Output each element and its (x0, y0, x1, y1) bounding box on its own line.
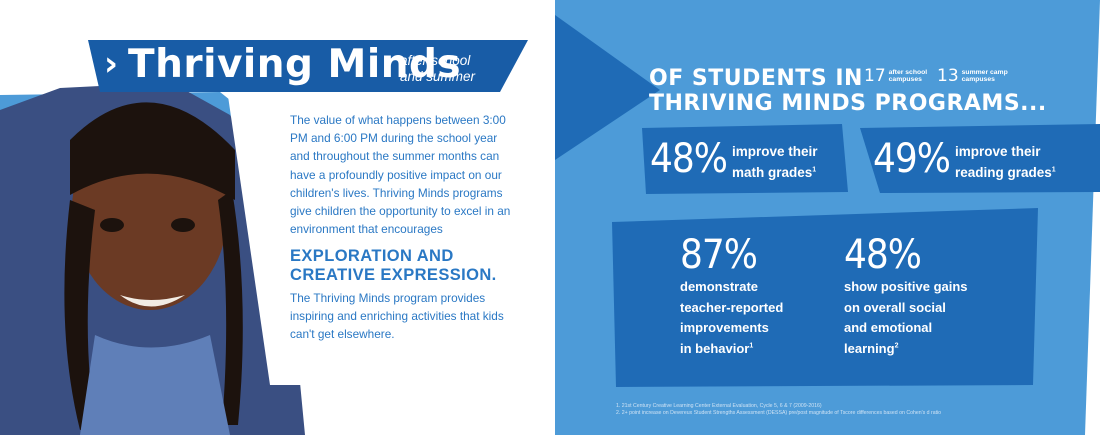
stat-value-social-emotional: 48% (844, 232, 922, 278)
stat-value-math: 48% (650, 136, 728, 182)
stat-label-text: in behavior (680, 340, 750, 356)
footnote-marker: 2 (894, 342, 899, 350)
stat-label-line: and emotional (844, 320, 933, 335)
stat-label-social-emotional: show positive gains on overall social an… (844, 277, 968, 359)
stat-label-text: learning (844, 340, 895, 356)
campus-label-line: after school (888, 69, 928, 76)
stat-label-line: math grades1 (732, 162, 818, 183)
stat-label-line: demonstrate (680, 279, 759, 294)
footnote-marker: 1 (749, 342, 754, 350)
campus-number: 13 (937, 66, 959, 86)
child-photo (0, 85, 305, 435)
footnote-marker: 1 (812, 166, 817, 174)
highlight-line: CREATIVE EXPRESSION. (290, 266, 497, 284)
campus-label: after school campuses (889, 69, 928, 83)
campus-count-after-school: 17 after school campuses (864, 66, 927, 86)
title-banner (88, 40, 528, 92)
intro-paragraph-2: The Thriving Minds program provides insp… (290, 291, 504, 342)
stat-label-line: teacher-reported (680, 299, 784, 315)
stat-label-line: in behavior1 (680, 339, 783, 360)
subtitle-line: after-school (400, 53, 471, 68)
campus-label: summer camp campuses (962, 69, 1008, 83)
stat-label-line: on overall social (844, 299, 946, 315)
stat-label-math: improve their math grades1 (732, 141, 818, 183)
title-arrow-icon: › (104, 44, 119, 84)
highlight-line: EXPLORATION AND (290, 247, 454, 265)
stats-heading-line: THRIVING MINDS PROGRAMS... (649, 91, 1047, 116)
stat-label-line: improve their (732, 144, 818, 159)
stat-label-reading: improve their reading grades1 (955, 141, 1056, 183)
page-subtitle: after-school and summer (400, 53, 500, 85)
campus-number: 17 (864, 66, 886, 86)
intro-card (228, 96, 555, 385)
campus-label-line: summer camp (961, 69, 1008, 76)
stat-box-behavior-social (612, 208, 1038, 387)
stat-label-text: reading grades (955, 165, 1052, 180)
stat-label-line: improvements (680, 320, 769, 335)
stat-label-line: reading grades1 (955, 162, 1056, 183)
subtitle-line: and summer (400, 69, 476, 84)
stat-label-behavior: demonstrate teacher-reported improvement… (680, 277, 783, 359)
campus-label-line: campuses (888, 76, 922, 83)
stats-heading: OF STUDENTS IN THRIVING MINDS PROGRAMS..… (649, 66, 1047, 116)
stat-value-behavior: 87% (680, 232, 758, 278)
intro-highlight: EXPLORATION AND CREATIVE EXPRESSION. (290, 247, 530, 285)
campus-count-summer-camp: 13 summer camp campuses (937, 66, 1008, 86)
stat-value-reading: 49% (873, 136, 951, 182)
footnote-marker: 1 (1051, 166, 1056, 174)
page-title: Thriving Minds (128, 42, 462, 87)
stat-label-text: math grades (732, 165, 813, 180)
stat-label-line: show positive gains (844, 279, 968, 294)
stat-box-reading (860, 124, 1100, 193)
intro-paragraph: The value of what happens between 3:00 P… (290, 113, 511, 237)
footnote-line: 1. 21st Century Creative Learning Center… (616, 403, 822, 409)
stat-label-line: learning2 (844, 339, 968, 360)
campus-label-line: campuses (961, 76, 995, 83)
stat-label-line: improve their (955, 144, 1041, 159)
stat-box-math (642, 124, 848, 194)
footnote-line: 2. 2+ point increase on Devereux Student… (616, 410, 942, 416)
footnotes: 1. 21st Century Creative Learning Center… (616, 403, 941, 417)
stats-heading-line: OF STUDENTS IN (649, 66, 863, 91)
chevron-arrow-icon (555, 15, 660, 160)
